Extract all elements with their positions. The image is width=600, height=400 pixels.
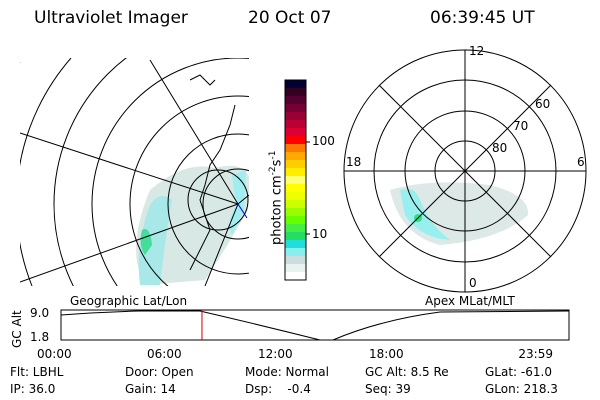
coastline xyxy=(189,74,236,271)
colorbar-swatch xyxy=(285,128,306,137)
polar-map-label: Apex MLat/MLT xyxy=(425,294,515,308)
colorbar-swatch xyxy=(285,104,306,113)
xtick-0600: 06:00 xyxy=(147,347,182,361)
colorbar-label-main: photon cm xyxy=(269,175,285,245)
colorbar-swatch xyxy=(285,184,306,193)
date-label: 20 Oct 07 xyxy=(248,8,332,28)
colorbar-swatch xyxy=(285,192,306,201)
colorbar-frame xyxy=(284,79,307,281)
altitude-curve xyxy=(60,310,570,341)
gain-value: Gain: 14 xyxy=(125,382,176,396)
filter-value: Flt: LBHL xyxy=(10,365,64,379)
colorbar-swatch xyxy=(285,168,306,177)
lat-label-80: 80 xyxy=(492,141,508,155)
time-label: 06:39:45 UT xyxy=(430,8,535,28)
colorbar-tick-100: 100 xyxy=(312,134,335,148)
geo-map-label: Geographic Lat/Lon xyxy=(70,294,188,308)
colorbar-swatch xyxy=(285,232,306,241)
xtick-2359: 23:59 xyxy=(518,347,553,361)
colorbar-swatch xyxy=(285,208,306,217)
colorbar-swatch xyxy=(285,224,306,233)
colorbar-swatch xyxy=(285,256,306,265)
instrument-title: Ultraviolet Imager xyxy=(34,8,188,28)
colorbar-swatch xyxy=(285,272,306,281)
lat-label-60: 60 xyxy=(535,97,551,111)
colorbar-swatch xyxy=(285,112,306,121)
colorbar-label-exp2: -1 xyxy=(268,150,278,160)
sun-direction-line xyxy=(237,203,248,219)
altitude-plot xyxy=(60,309,570,341)
lat-circles xyxy=(20,58,249,286)
colorbar-swatch xyxy=(285,176,306,185)
dsp-value: Dsp: -0.4 xyxy=(245,382,311,396)
colorbar-swatch xyxy=(285,96,306,105)
polar-map xyxy=(343,49,587,293)
mlt-label-12: 12 xyxy=(469,44,485,58)
aurora-emission xyxy=(136,165,249,285)
colorbar-swatch xyxy=(285,216,306,225)
gc-alt-value: GC Alt: 8.5 Re xyxy=(365,365,449,379)
altitude-ylabel: GC Alt xyxy=(10,310,24,348)
altitude-ytick-9: 9.0 xyxy=(30,306,50,320)
xtick-0000: 00:00 xyxy=(37,347,72,361)
colorbar-swatch xyxy=(285,136,306,145)
colorbar-swatch xyxy=(285,264,306,273)
mlt-label-0: 0 xyxy=(469,276,477,290)
altitude-ytick-1-8: 1.8 xyxy=(30,330,50,344)
colorbar-swatch xyxy=(285,120,306,129)
lat-label-70: 70 xyxy=(513,119,529,133)
colorbar-swatch xyxy=(285,88,306,97)
colorbar-swatch xyxy=(285,144,306,153)
colorbar-label: photon cm-2s-1 xyxy=(268,151,284,245)
xtick-1200: 12:00 xyxy=(258,347,293,361)
glon-value: GLon: 218.3 xyxy=(485,382,558,396)
colorbar-swatch xyxy=(285,160,306,169)
colorbar-swatch xyxy=(285,152,306,161)
seq-value: Seq: 39 xyxy=(365,382,411,396)
glat-value: GLat: -61.0 xyxy=(485,365,552,379)
xtick-1800: 18:00 xyxy=(369,347,404,361)
colorbar-swatch xyxy=(285,200,306,209)
colorbar-label-exp1: -2 xyxy=(268,166,278,176)
geographic-map xyxy=(20,58,249,286)
mode-value: Mode: Normal xyxy=(245,365,329,379)
ip-value: IP: 36.0 xyxy=(10,382,56,396)
colorbar-tick-10: 10 xyxy=(312,227,328,241)
colorbar xyxy=(284,79,307,281)
colorbar-swatch xyxy=(285,240,306,249)
colorbar-swatch xyxy=(285,80,306,89)
colorbar-label-s: s xyxy=(269,159,285,167)
colorbar-swatch xyxy=(285,248,306,257)
mlt-label-18: 18 xyxy=(346,155,362,169)
door-value: Door: Open xyxy=(125,365,194,379)
mlt-label-6: 6 xyxy=(577,155,585,169)
